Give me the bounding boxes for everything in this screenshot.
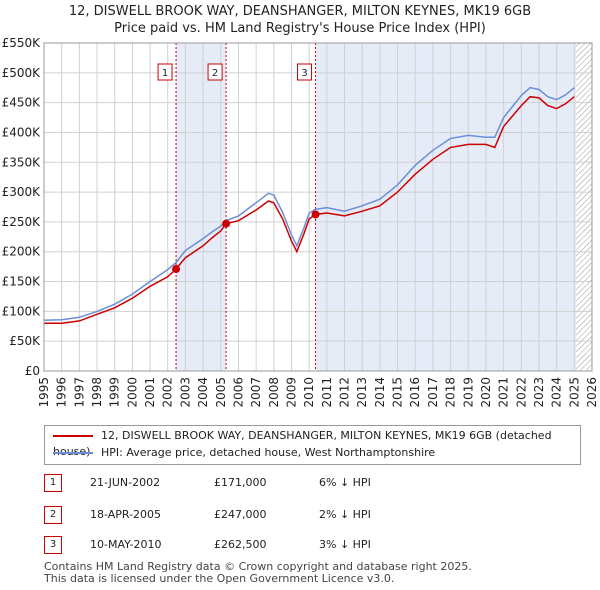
sale-date: 18-APR-2005	[90, 508, 162, 521]
x-tick-label: 2001	[143, 377, 157, 408]
x-tick-label: 2011	[320, 377, 334, 408]
y-tick-label: £100K	[2, 304, 42, 318]
sale-point	[172, 265, 181, 274]
sale-price: £262,500	[214, 538, 267, 551]
footer-licence: This data is licensed under the Open Gov…	[44, 572, 395, 585]
y-tick-label: £150K	[2, 275, 42, 289]
y-tick-label: £350K	[2, 155, 42, 169]
y-tick-label: £200K	[2, 245, 42, 259]
y-tick-label: £450K	[2, 96, 42, 110]
x-tick-label: 2003	[178, 377, 192, 408]
sale-number-badge: 3	[44, 536, 62, 554]
legend: 12, DISWELL BROOK WAY, DEANSHANGER, MILT…	[44, 425, 581, 465]
y-tick-label: £500K	[2, 66, 42, 80]
x-tick-label: 2024	[550, 377, 564, 408]
legend-swatch-red	[53, 435, 93, 437]
x-tick-label: 2023	[532, 377, 546, 408]
y-tick-label: £250K	[2, 215, 42, 229]
x-tick-label: 2004	[196, 377, 210, 408]
legend-label-property: 12, DISWELL BROOK WAY, DEANSHANGER, MILT…	[53, 429, 552, 458]
x-tick-label: 1997	[72, 377, 86, 408]
x-tick-label: 2010	[302, 377, 316, 408]
legend-label-hpi: HPI: Average price, detached house, West…	[101, 446, 436, 459]
x-tick-label: 2015	[391, 377, 405, 408]
x-tick-label: 1996	[55, 377, 69, 408]
sale-label: 1	[162, 68, 168, 79]
legend-swatch-blue	[53, 452, 93, 454]
price-chart: 1 2 3 £0 £50K £100K £150K £200K £250K £300K £350K…	[2, 36, 599, 408]
footer: Contains HM Land Registry data © Crown c…	[44, 561, 472, 585]
x-tick-label: 2019	[461, 377, 475, 408]
x-tick-label: 2021	[497, 377, 511, 408]
sale-price: £247,000	[214, 508, 267, 521]
legend-item-property: 12, DISWELL BROOK WAY, DEANSHANGER, MILT…	[53, 428, 580, 458]
y-tick-label: £50K	[9, 334, 41, 348]
x-tick-label: 1999	[108, 377, 122, 408]
footer-copyright: Contains HM Land Registry data © Crown c…	[44, 560, 472, 573]
sale-label-box	[207, 63, 223, 81]
sale-point	[222, 219, 231, 228]
x-tick-label: 2017	[426, 377, 440, 408]
x-tick-label: 2007	[249, 377, 263, 408]
x-tick-label: 2008	[267, 377, 281, 408]
x-tick-label: 2005	[214, 377, 228, 408]
sale-label: 3	[301, 68, 307, 79]
chart-subtitle: Price paid vs. HM Land Registry's House …	[114, 21, 486, 36]
table-row: 3 10-MAY-2010 £262,500 3% ↓ HPI	[44, 536, 584, 554]
hpi-line	[43, 86, 575, 322]
shaded-period	[176, 43, 227, 371]
chart-title: 12, DISWELL BROOK WAY, DEANSHANGER, MILT…	[68, 4, 532, 19]
shaded-period	[315, 43, 577, 371]
sale-label-box	[157, 63, 173, 81]
x-tick-label: 2025	[567, 377, 581, 408]
sale-price: £171,000	[214, 476, 267, 489]
x-tick-label: 2026	[585, 377, 599, 408]
x-tick-label: 2022	[514, 377, 528, 408]
plot-border	[43, 42, 593, 372]
sale-point	[311, 210, 320, 219]
table-row: 1 21-JUN-2002 £171,000 6% ↓ HPI	[44, 474, 584, 492]
x-tick-label: 2020	[479, 377, 493, 408]
sale-hpi-diff: 6% ↓ HPI	[319, 476, 371, 489]
x-tick-label: 2012	[338, 377, 352, 408]
x-tick-label: 2009	[284, 377, 298, 408]
sale-date: 10-MAY-2010	[90, 538, 162, 551]
sale-date: 21-JUN-2002	[90, 476, 161, 489]
y-tick-label: £400K	[2, 125, 42, 139]
forecast-hatch	[576, 43, 592, 371]
x-tick-label: 2014	[373, 377, 387, 408]
x-tick-label: 1998	[90, 377, 104, 408]
sale-number-badge: 2	[44, 506, 62, 524]
x-tick-label: 2002	[161, 377, 175, 408]
x-tick-label: 2018	[444, 377, 458, 408]
legend-item-hpi: HPI: Average price, detached house, West…	[53, 445, 435, 461]
property-price-line	[44, 95, 575, 325]
sale-label: 2	[212, 68, 218, 79]
y-tick-label: £0	[25, 364, 40, 378]
y-tick-label: £550K	[2, 36, 42, 50]
x-tick-label: 1995	[37, 377, 51, 408]
y-tick-label: £300K	[2, 185, 42, 199]
x-tick-label: 2016	[408, 377, 422, 408]
sale-hpi-diff: 2% ↓ HPI	[319, 508, 371, 521]
table-row: 2 18-APR-2005 £247,000 2% ↓ HPI	[44, 506, 584, 524]
sale-hpi-diff: 3% ↓ HPI	[319, 538, 371, 551]
x-tick-label: 2013	[355, 377, 369, 408]
x-tick-label: 2000	[125, 377, 139, 408]
sale-label-box	[297, 63, 313, 81]
sale-number-badge: 1	[44, 474, 62, 492]
x-tick-label: 2006	[231, 377, 245, 408]
